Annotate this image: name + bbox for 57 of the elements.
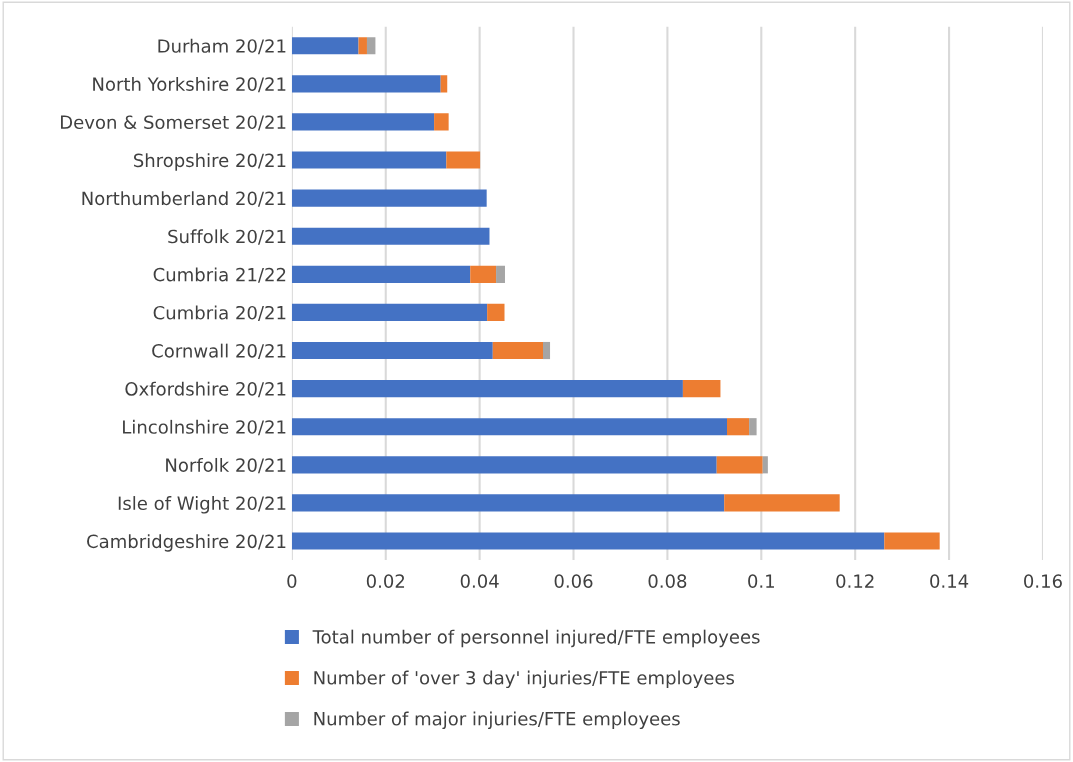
y-tick-label: North Yorkshire 20/21 — [93, 76, 286, 93]
y-tick-label: Cambridgeshire 20/21 — [87, 534, 286, 552]
y-tick-label: Isle of Wight 20/21 — [118, 496, 286, 514]
bar — [492, 341, 544, 360]
bar — [291, 532, 885, 550]
bar — [291, 37, 359, 55]
bar — [716, 456, 763, 474]
bar — [727, 418, 750, 436]
bar — [291, 303, 488, 321]
x-tick-label: 0.08 — [648, 574, 687, 588]
legend-label: Number of 'over 3 day' injuries/FTE employees — [314, 670, 735, 689]
y-tick-label: Cornwall 20/21 — [152, 343, 286, 360]
x-tick-label: 0.04 — [460, 574, 499, 588]
legend-label: Number of major injuries/FTE employees — [314, 711, 680, 730]
bar — [291, 265, 471, 283]
x-tick-label: 0.14 — [930, 574, 969, 588]
x-tick-label: 0.02 — [366, 574, 405, 588]
y-tick-label: Suffolk 20/21 — [168, 229, 286, 245]
bar — [291, 380, 683, 398]
bar — [470, 265, 497, 283]
x-tick-label: 0.1 — [748, 574, 774, 588]
y-tick-label: Northumberland 20/21 — [82, 191, 286, 207]
bar — [291, 341, 493, 360]
bar — [543, 341, 551, 360]
bar — [366, 37, 376, 55]
bar — [487, 303, 505, 321]
bar — [291, 75, 441, 93]
bar — [749, 418, 757, 436]
bar — [291, 113, 435, 131]
x-tick-label: 0.12 — [836, 574, 874, 588]
y-tick-label: Norfolk 20/21 — [166, 457, 286, 474]
bar — [884, 532, 940, 550]
bar — [496, 265, 505, 283]
bar — [724, 494, 840, 512]
y-tick-label: Lincolnshire 20/21 — [123, 419, 286, 436]
bar — [358, 37, 367, 55]
bar — [762, 456, 768, 474]
x-tick-label: 0.16 — [1024, 574, 1062, 588]
bar — [291, 456, 717, 474]
bar — [434, 113, 449, 131]
bar — [291, 494, 725, 512]
x-tick-label: 0.06 — [554, 574, 593, 588]
y-tick-label: Devon & Somerset 20/21 — [61, 115, 286, 131]
bar — [291, 189, 487, 207]
bar — [291, 151, 447, 169]
legend-label: Total number of personnel injured/FTE employees — [312, 629, 760, 648]
bar — [682, 380, 721, 398]
bar — [440, 75, 448, 93]
bar — [446, 151, 481, 169]
y-tick-label: Durham 20/21 — [158, 38, 286, 55]
y-tick-label: Cumbria 20/21 — [153, 305, 286, 321]
x-tick-label: 0 — [287, 574, 297, 588]
y-tick-label: Shropshire 20/21 — [133, 153, 286, 171]
y-tick-label: Cumbria 21/22 — [153, 267, 286, 283]
bar — [291, 418, 728, 436]
y-tick-label: Oxfordshire 20/21 — [125, 381, 286, 398]
bar — [291, 227, 490, 245]
